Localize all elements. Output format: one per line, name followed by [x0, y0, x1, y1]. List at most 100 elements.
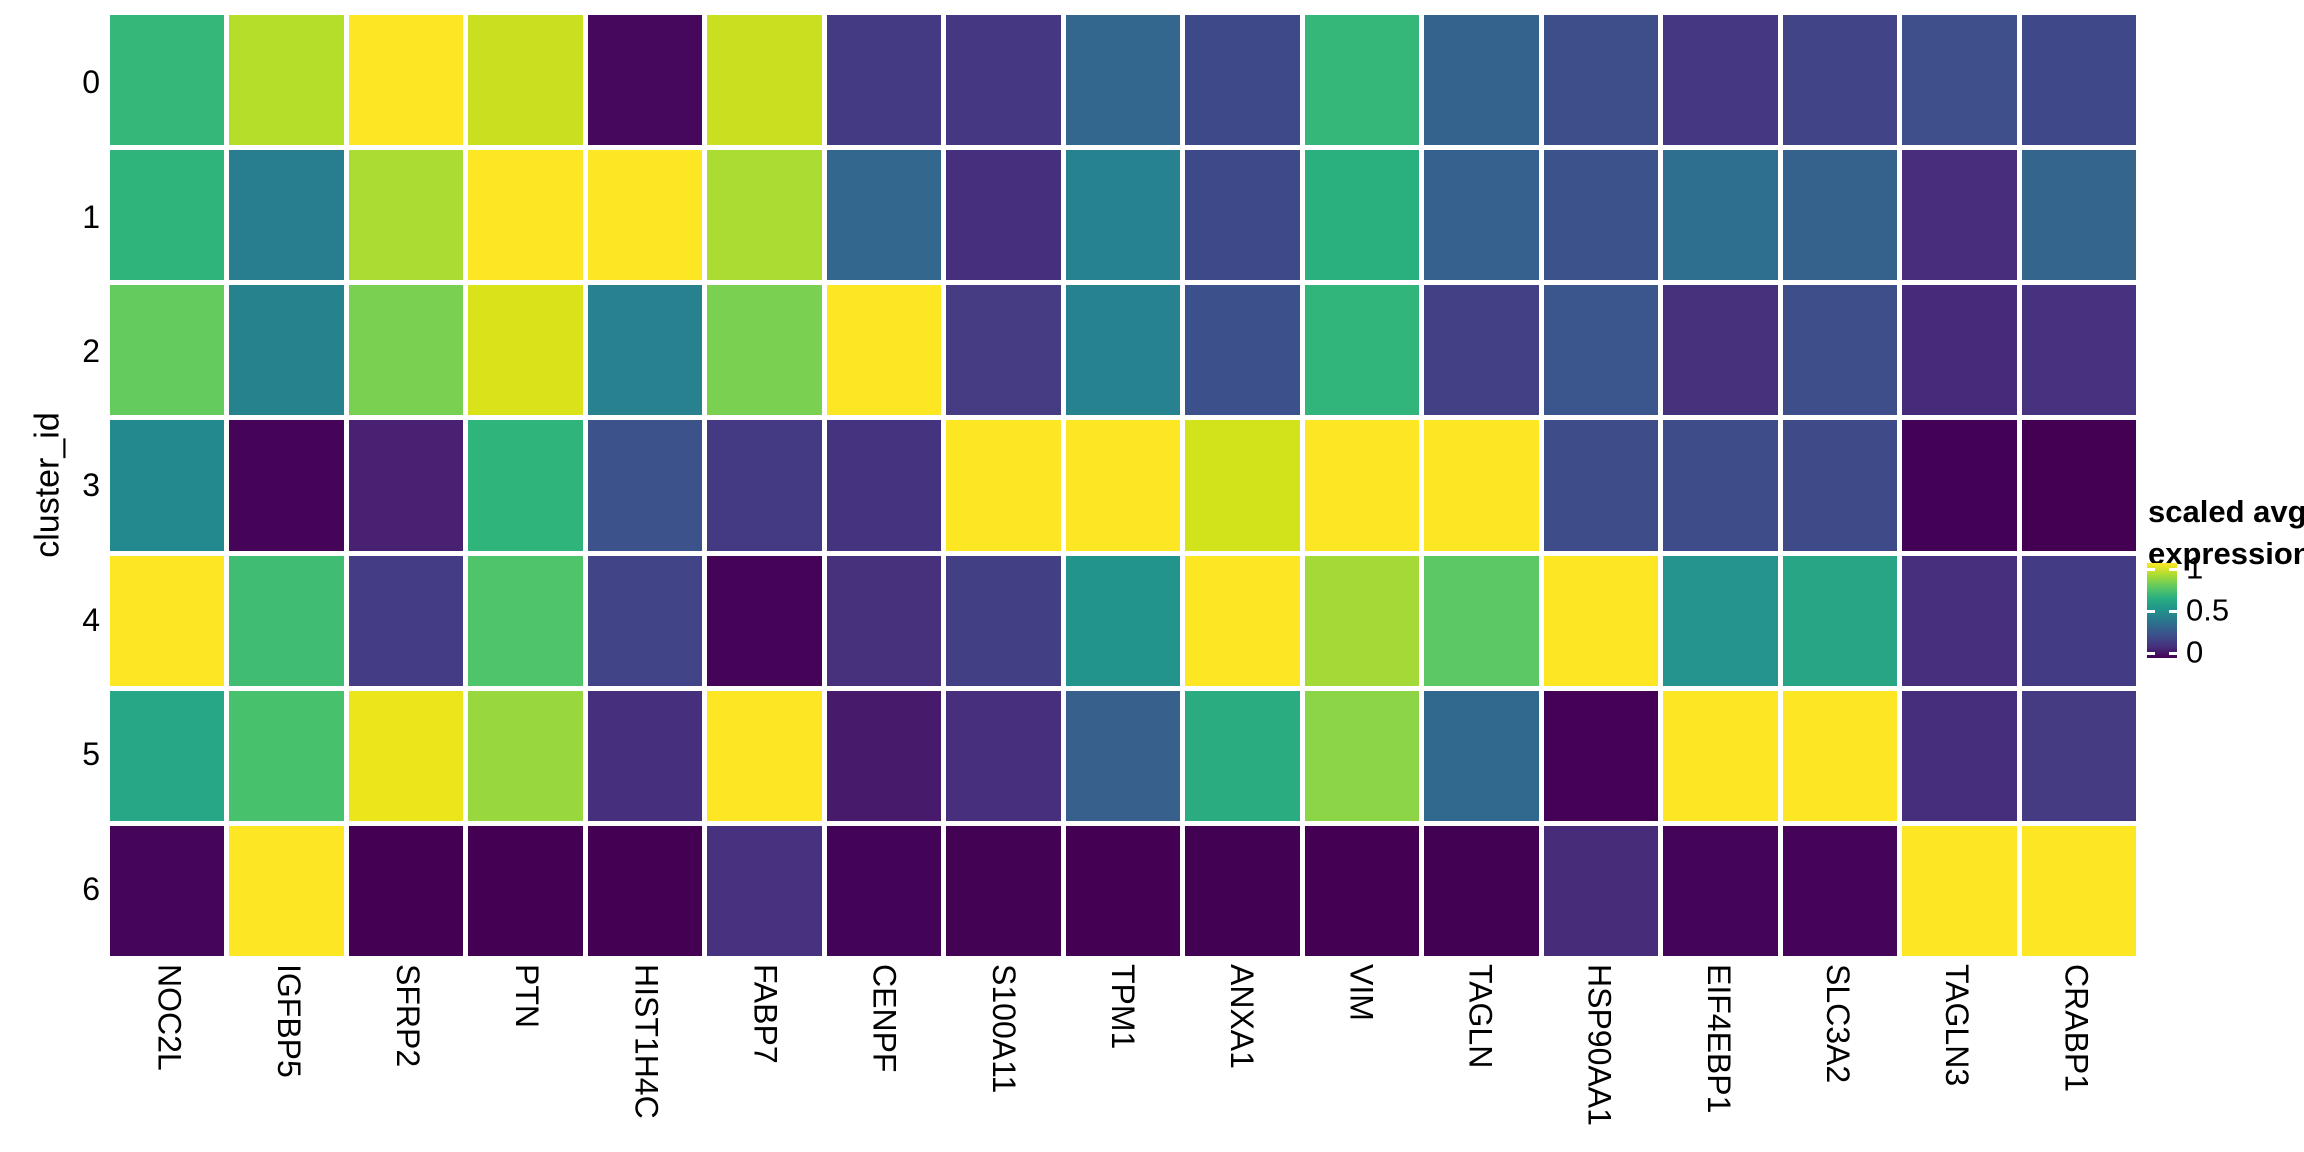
heatmap-cell	[587, 15, 703, 146]
heatmap-cell	[2021, 555, 2136, 686]
heatmap-cell	[1424, 825, 1539, 956]
heatmap-cell	[1304, 555, 1420, 686]
heatmap-cell	[826, 555, 942, 686]
heatmap-cell	[946, 690, 1061, 821]
heatmap-cell	[229, 285, 344, 416]
heatmap-cell	[1663, 285, 1778, 416]
legend-tick-label-1: 1	[2186, 550, 2204, 586]
heatmap-cell	[587, 690, 703, 821]
heatmap-cell	[2021, 420, 2136, 551]
x-tick-label: SLC3A2	[1820, 964, 1857, 1084]
heatmap-cell	[1663, 150, 1778, 281]
heatmap-cell	[1304, 690, 1420, 821]
heatmap-cell	[1663, 420, 1778, 551]
y-tick-label: 2	[82, 333, 100, 370]
x-tick-label: IGFBP5	[270, 964, 307, 1078]
heatmap-cell	[1065, 555, 1181, 686]
heatmap-cell	[1543, 555, 1659, 686]
y-tick-label: 4	[82, 601, 100, 638]
legend-tick-mark	[2147, 652, 2155, 655]
heatmap-cell	[468, 420, 583, 551]
heatmap-cell	[1543, 15, 1659, 146]
heatmap-grid	[110, 15, 2136, 956]
heatmap-cell	[1065, 690, 1181, 821]
heatmap-cell	[229, 825, 344, 956]
heatmap-cell	[1185, 150, 1300, 281]
x-tick-label: VIM	[1343, 964, 1380, 1021]
heatmap-cell	[1543, 420, 1659, 551]
heatmap-cell	[1424, 555, 1539, 686]
x-tick-label: SFRP2	[389, 964, 426, 1068]
heatmap-cell	[1543, 825, 1659, 956]
heatmap-cell	[110, 150, 225, 281]
x-tick-label: EIF4EBP1	[1700, 964, 1737, 1114]
heatmap-cell	[468, 690, 583, 821]
heatmap-cell	[1782, 555, 1898, 686]
heatmap-cell	[2021, 285, 2136, 416]
heatmap-cell	[946, 15, 1061, 146]
heatmap-cell	[1543, 150, 1659, 281]
heatmap-cell	[348, 150, 464, 281]
heatmap-cell	[1065, 15, 1181, 146]
heatmap-cell	[1902, 825, 2017, 956]
heatmap-cell	[1185, 825, 1300, 956]
heatmap-cell	[468, 555, 583, 686]
heatmap-cell	[707, 150, 822, 281]
heatmap-cell	[1543, 285, 1659, 416]
x-tick-label: PTN	[509, 964, 546, 1028]
heatmap-cell	[348, 15, 464, 146]
heatmap-cell	[1782, 825, 1898, 956]
heatmap-cell	[110, 690, 225, 821]
heatmap-cell	[826, 825, 942, 956]
heatmap-cell	[1663, 690, 1778, 821]
heatmap-cell	[468, 150, 583, 281]
heatmap-cell	[1902, 690, 2017, 821]
heatmap-cell	[1663, 825, 1778, 956]
heatmap-cell	[110, 825, 225, 956]
heatmap-cell	[229, 555, 344, 686]
heatmap-cell	[110, 420, 225, 551]
heatmap-cell	[229, 150, 344, 281]
heatmap-cell	[1185, 690, 1300, 821]
heatmap-cell	[1304, 420, 1420, 551]
heatmap-cell	[2021, 690, 2136, 821]
heatmap-cell	[110, 555, 225, 686]
legend-tick-label-0: 0	[2186, 634, 2204, 670]
heatmap-cell	[348, 825, 464, 956]
heatmap-cell	[348, 555, 464, 686]
heatmap-cell	[229, 420, 344, 551]
y-tick-label: 3	[82, 467, 100, 504]
x-axis-tick-labels: NOC2L IGFBP5 SFRP2 PTN HIST1H4C FABP7 CENPF S10…	[110, 964, 2136, 1144]
heatmap-cell	[468, 15, 583, 146]
x-tick-label: FABP7	[747, 964, 784, 1064]
x-tick-label: TPM1	[1105, 964, 1141, 1050]
y-tick-label: 1	[82, 198, 100, 235]
heatmap-cell	[1185, 420, 1300, 551]
heatmap-cell	[348, 285, 464, 416]
x-tick-label: S100A11	[985, 964, 1022, 1094]
heatmap-cell	[587, 825, 703, 956]
heatmap-cell	[1065, 285, 1181, 416]
legend-tick-mark	[2169, 568, 2177, 571]
heatmap-cell	[1065, 420, 1181, 551]
heatmap-cell	[229, 690, 344, 821]
heatmap-cell	[946, 825, 1061, 956]
heatmap-cell	[1065, 150, 1181, 281]
heatmap-cell	[1782, 15, 1898, 146]
heatmap-cell	[1424, 420, 1539, 551]
heatmap-cell	[1304, 825, 1420, 956]
heatmap-cell	[348, 420, 464, 551]
x-tick-label: NOC2L	[151, 964, 188, 1071]
heatmap-cell	[2021, 150, 2136, 281]
heatmap-cell	[1902, 420, 2017, 551]
heatmap-cell	[1902, 285, 2017, 416]
legend-tick-mark	[2147, 610, 2155, 613]
heatmap-cell	[1663, 15, 1778, 146]
heatmap-cell	[348, 690, 464, 821]
heatmap-cell	[826, 15, 942, 146]
heatmap-cell	[826, 420, 942, 551]
y-tick-label: 6	[82, 870, 100, 907]
legend-tick-mark	[2169, 652, 2177, 655]
heatmap-cell	[1902, 555, 2017, 686]
